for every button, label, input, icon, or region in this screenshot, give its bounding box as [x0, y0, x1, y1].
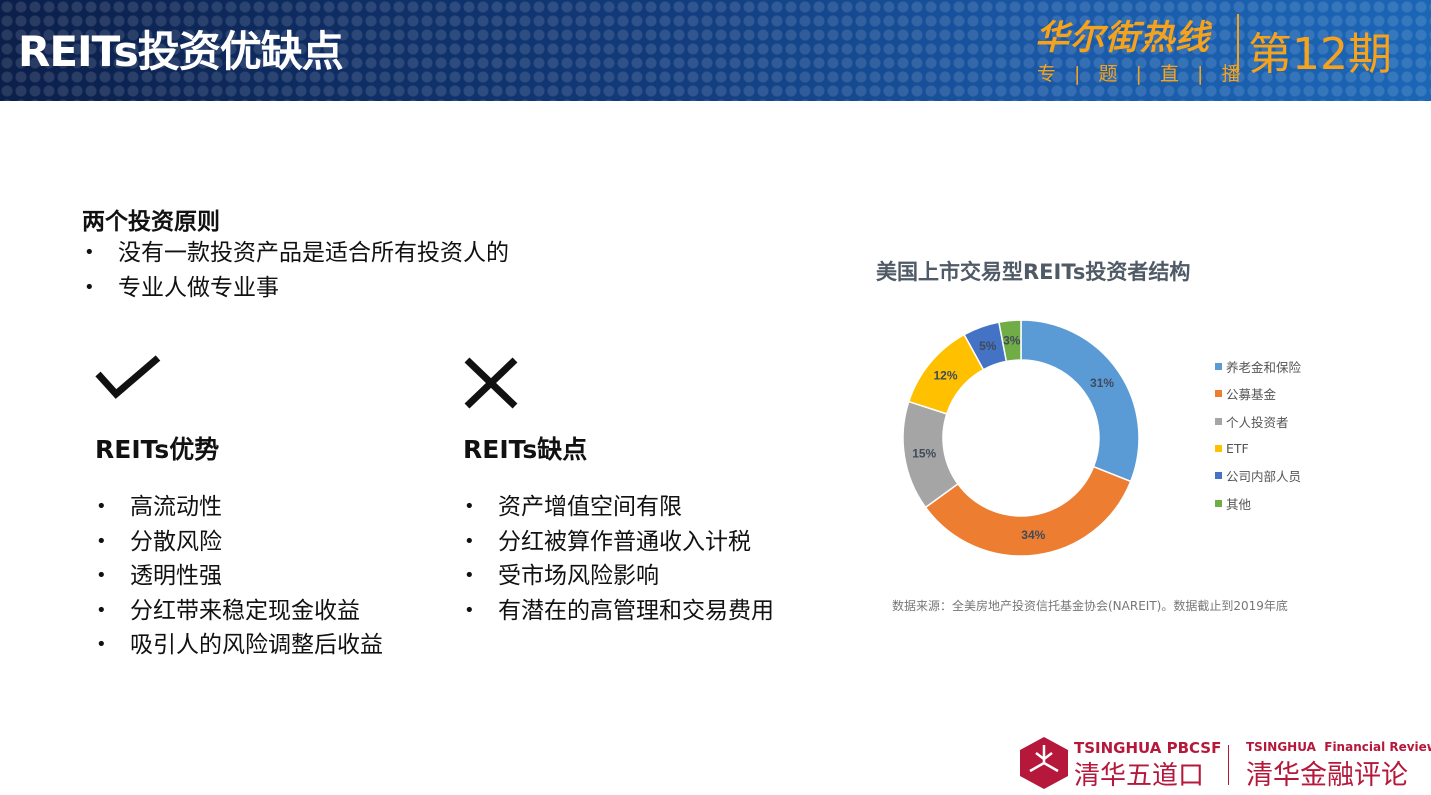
check-icon — [95, 355, 161, 399]
brand-main: 华尔街热线 — [1035, 18, 1210, 58]
list-item: 有潜在的高管理和交易费用 — [462, 594, 774, 629]
slice-label: 3% — [1003, 333, 1021, 347]
list-item: 受市场风险影响 — [462, 559, 774, 594]
list-item: 专业人做专业事 — [82, 271, 509, 306]
donut-slice — [924, 465, 1132, 557]
list-item: 没有一款投资产品是适合所有投资人的 — [82, 236, 509, 271]
list-item: 分红带来稳定现金收益 — [94, 594, 383, 629]
review-cn: 清华金融评论 — [1246, 760, 1408, 791]
legend-swatch — [1215, 499, 1222, 507]
x-icon — [464, 357, 518, 409]
brand-logo: 华尔街热线 专 | 题 | 直 | 播 第12期 — [1035, 10, 1392, 86]
donut-slice — [998, 319, 1022, 363]
slice-label: 31% — [1090, 376, 1114, 390]
list-item: 资产增值空间有限 — [462, 490, 774, 525]
donut-slice — [1020, 319, 1140, 483]
issue-number: 第12期 — [1248, 29, 1392, 80]
list-item: 透明性强 — [94, 559, 383, 594]
cons-list: 资产增值空间有限 分红被算作普通收入计税 受市场风险影响 有潜在的高管理和交易费… — [462, 490, 774, 628]
chart-legend: 养老金和保险 公募基金个人投资者 ETF 公司内部人员 其他 — [1215, 353, 1301, 517]
pbcsf-cn: 清华五道口 — [1074, 761, 1205, 791]
pros-heading: REITs优势 — [95, 435, 220, 464]
legend-label: 个人投资者 — [1226, 414, 1289, 430]
footer-divider — [1228, 745, 1229, 785]
legend-swatch — [1215, 390, 1222, 398]
legend-label: 公司内部人员 — [1226, 469, 1302, 485]
legend-item: 养老金和保险 — [1215, 353, 1301, 380]
slice-label: 5% — [979, 339, 997, 353]
legend-swatch — [1215, 363, 1222, 371]
header-banner — [0, 0, 1431, 101]
list-item: 分红被算作普通收入计税 — [462, 525, 774, 560]
slice-label: 34% — [1021, 528, 1045, 542]
pbcsf-logo-icon — [1020, 737, 1068, 789]
list-item: 分散风险 — [94, 525, 383, 560]
legend-item: ETF — [1215, 435, 1301, 462]
legend-swatch — [1215, 472, 1222, 480]
pros-list: 高流动性 分散风险 透明性强 分红带来稳定现金收益 吸引人的风险调整后收益 — [94, 490, 383, 663]
chart-title: 美国上市交易型REITs投资者结构 — [876, 260, 1191, 284]
review-en: TSINGHUA Financial Review — [1246, 740, 1431, 754]
data-source: 数据来源：全美房地产投资信托基金协会(NAREIT)。数据截止到2019年底 — [892, 599, 1288, 613]
donut-chart: 31% 34% 15% 12% 5% 3% — [902, 319, 1140, 557]
legend-swatch — [1215, 417, 1222, 425]
legend-item: 其他 — [1215, 489, 1301, 516]
page-title: REITs投资优缺点 — [18, 27, 344, 76]
list-item: 吸引人的风险调整后收益 — [94, 628, 383, 663]
legend-item: 个人投资者 — [1215, 408, 1301, 435]
legend-label: 公募基金 — [1226, 387, 1277, 403]
legend-swatch — [1215, 445, 1222, 453]
legend-item: 公募基金 — [1215, 380, 1301, 407]
slice-label: 15% — [912, 446, 936, 460]
cons-heading: REITs缺点 — [463, 435, 588, 464]
slice-label: 12% — [933, 369, 957, 383]
list-item: 高流动性 — [94, 490, 383, 525]
brand-divider — [1237, 14, 1239, 72]
principles-list: 没有一款投资产品是适合所有投资人的 专业人做专业事 — [82, 236, 509, 305]
legend-label: 养老金和保险 — [1226, 360, 1302, 376]
legend-label: 其他 — [1226, 496, 1252, 512]
principles-heading: 两个投资原则 — [82, 209, 220, 235]
legend-item: 公司内部人员 — [1215, 462, 1301, 489]
brand-sub: 专 | 题 | 直 | 播 — [1037, 63, 1247, 85]
legend-label: ETF — [1226, 441, 1249, 457]
pbcsf-en: TSINGHUA PBCSF — [1074, 739, 1222, 757]
